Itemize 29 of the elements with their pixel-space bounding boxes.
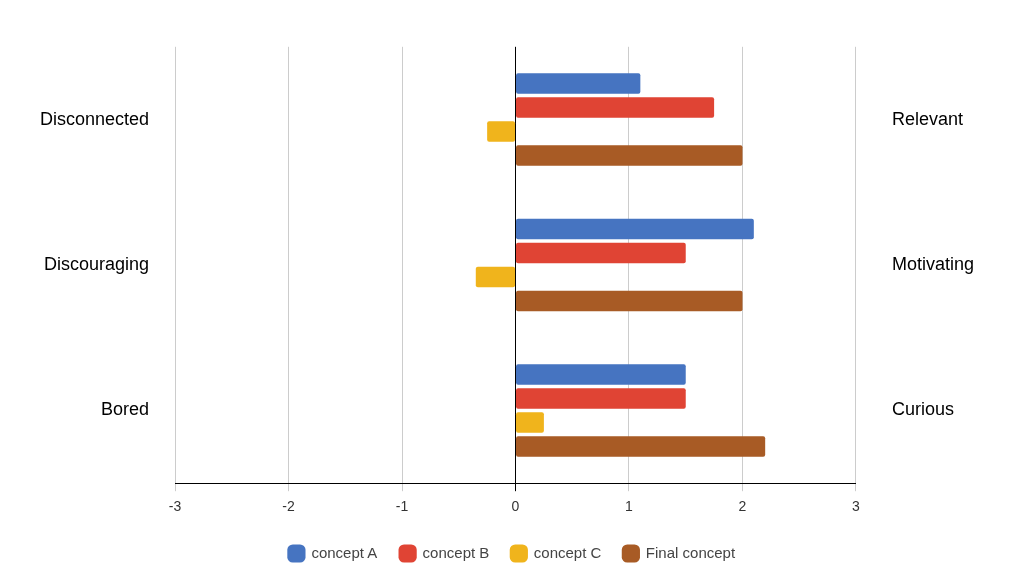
x-tick-label: 0 xyxy=(511,498,520,515)
y2-tick-label: Relevant xyxy=(891,108,964,129)
bar xyxy=(516,436,766,457)
y-tick-label: Discouraging xyxy=(44,253,150,274)
y2-tick-label: Motivating xyxy=(891,253,975,274)
legend-label: Final concept xyxy=(645,543,736,561)
y-tick-label: Disconnected xyxy=(39,108,150,129)
x-tick-label: 2 xyxy=(738,498,747,515)
bar xyxy=(516,145,743,166)
bar xyxy=(516,218,754,240)
x-tick-label: -1 xyxy=(395,498,409,515)
x-tick-label: -2 xyxy=(282,498,295,515)
x-tick-label: 1 xyxy=(625,498,634,515)
y-tick-label: Bored xyxy=(101,399,150,420)
bar xyxy=(516,388,686,409)
y2-tick-label: Curious xyxy=(891,399,954,420)
x-tick-label: -3 xyxy=(168,498,182,515)
bar xyxy=(516,364,686,385)
bar xyxy=(487,121,516,142)
bar xyxy=(516,242,686,264)
legend-label: concept C xyxy=(533,543,602,561)
x-tick-label: 3 xyxy=(852,498,861,515)
legend-label: concept A xyxy=(311,543,378,561)
bar xyxy=(516,412,544,433)
bar xyxy=(516,97,715,118)
bar xyxy=(516,290,743,312)
bar xyxy=(475,266,516,288)
bar xyxy=(516,73,641,94)
legend-label: concept B xyxy=(422,543,490,561)
